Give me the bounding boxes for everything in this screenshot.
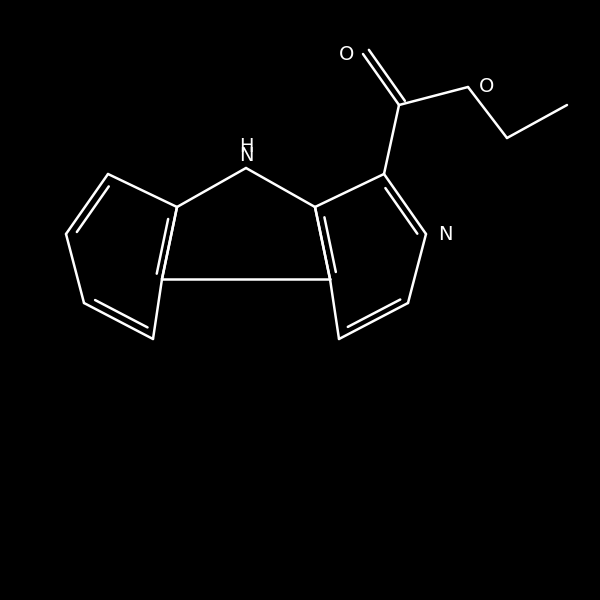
Text: H: H [239,137,253,156]
Text: O: O [338,44,354,64]
Text: N: N [239,146,253,165]
Text: N: N [438,224,452,244]
Text: O: O [479,77,494,97]
